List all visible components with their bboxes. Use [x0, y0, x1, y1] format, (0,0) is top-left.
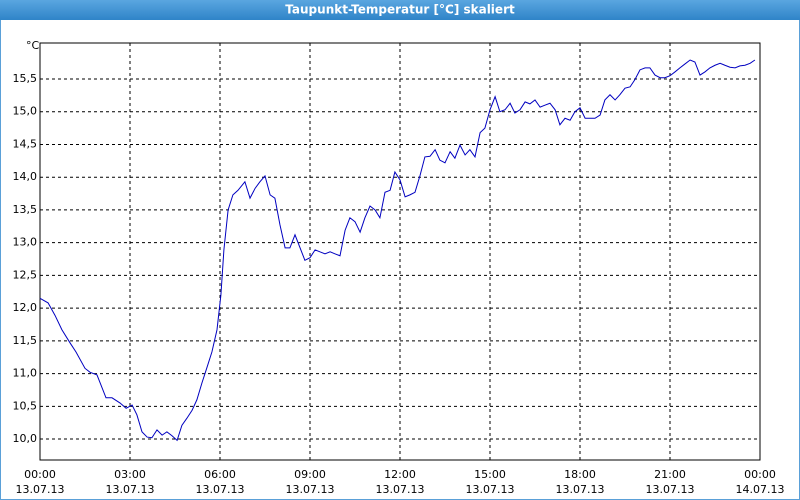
y-tick-label: 14,0 [13, 170, 38, 183]
x-tick-label: 06:00 [204, 468, 236, 481]
x-tick-date: 13.07.13 [556, 483, 605, 496]
x-tick-date: 14.07.13 [736, 483, 785, 496]
y-tick-label: 11,5 [13, 334, 38, 347]
y-tick-label: 12,0 [13, 301, 38, 314]
y-tick-label: 11,0 [13, 367, 38, 380]
y-tick-label: 15,5 [13, 72, 38, 85]
title-bar [0, 0, 800, 20]
x-tick-label: 00:00 [24, 468, 56, 481]
y-unit: °C [26, 39, 40, 52]
x-tick-label: 15:00 [474, 468, 506, 481]
x-tick-date: 13.07.13 [646, 483, 695, 496]
y-tick-label: 12,5 [13, 268, 38, 281]
x-tick-label: 09:00 [294, 468, 326, 481]
y-tick-label: 15,0 [13, 105, 38, 118]
y-tick-label: 10,0 [13, 432, 38, 445]
chart-title: Taupunkt-Temperatur [°C] skaliert [285, 3, 515, 17]
data-line [39, 59, 756, 442]
x-tick-label: 03:00 [114, 468, 146, 481]
x-tick-date: 13.07.13 [376, 483, 425, 496]
x-tick-label: 18:00 [564, 468, 596, 481]
y-tick-label: 14,5 [13, 137, 38, 150]
y-tick-label: 13,5 [13, 203, 38, 216]
x-tick-date: 13.07.13 [16, 483, 65, 496]
x-tick-label: 12:00 [384, 468, 416, 481]
x-tick-label: 00:00 [744, 468, 776, 481]
x-tick-date: 13.07.13 [466, 483, 515, 496]
x-tick-date: 13.07.13 [286, 483, 335, 496]
x-tick-date: 13.07.13 [106, 483, 155, 496]
x-tick-label: 21:00 [654, 468, 686, 481]
x-tick-date: 13.07.13 [196, 483, 245, 496]
y-tick-label: 10,5 [13, 399, 38, 412]
y-tick-label: 13,0 [13, 236, 38, 249]
